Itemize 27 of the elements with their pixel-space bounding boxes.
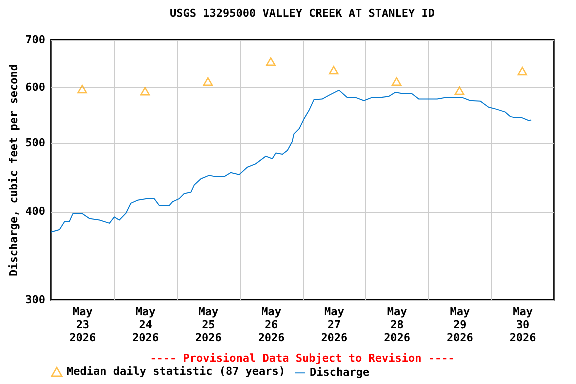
point <box>454 86 465 96</box>
y-tick-label: 300 <box>26 294 46 306</box>
y-axis-title: Discharge, cubic feet per second <box>8 64 21 276</box>
x-tick-label: May 24 2026 <box>132 306 160 344</box>
y-tick-label: 700 <box>26 34 46 46</box>
y-tick-label: 500 <box>26 136 46 150</box>
point <box>392 77 402 86</box>
y-tick-label: 400 <box>26 205 46 218</box>
chart-title: USGS 13295000 VALLEY CREEK AT STANLEY ID <box>170 7 436 20</box>
point <box>78 85 88 94</box>
x-tick-label: May 28 2026 <box>384 306 411 344</box>
x-tick-label: May 29 2026 <box>446 306 474 344</box>
x-tick-label: May 26 2026 <box>258 306 286 344</box>
point <box>203 77 214 86</box>
x-tick-label: May 23 2026 <box>70 306 97 344</box>
legend-label: Discharge <box>310 366 370 379</box>
point <box>140 87 150 96</box>
point <box>518 67 528 76</box>
point <box>329 66 339 75</box>
line-series <box>50 90 532 233</box>
legend-label: Median daily statistic (87 years) <box>67 365 286 378</box>
x-tick-label: May 25 2026 <box>195 306 222 344</box>
x-tick-label: May 30 2026 <box>510 306 537 344</box>
y-tick-label: 600 <box>26 80 46 94</box>
point <box>266 58 276 66</box>
text: ---- Provisional Data Subject to Revision ---- <box>150 352 455 365</box>
x-tick-label: May 27 2026 <box>321 306 348 344</box>
